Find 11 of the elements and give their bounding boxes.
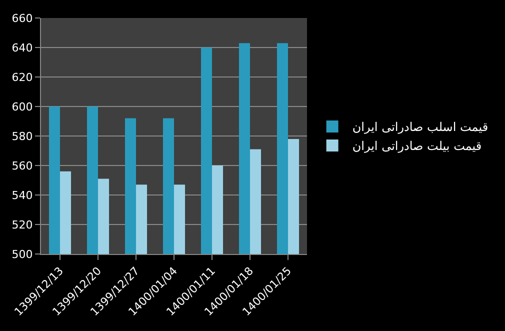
y-tick-label: 600 [12, 100, 33, 114]
y-tick-label: 580 [12, 130, 33, 143]
legend-label: قیمت بیلت صادراتی ایران [352, 139, 482, 154]
legend-label: قیمت اسلب صادراتی ایران [352, 120, 488, 134]
y-tick-label: 640 [12, 41, 33, 54]
y-tick-label: 620 [12, 70, 33, 84]
y-tick-label: 540 [12, 188, 33, 202]
y-tick-label: 660 [12, 12, 33, 25]
y-tick-label: 520 [12, 218, 33, 232]
y-tick-label: 560 [12, 159, 33, 172]
y-tick-label: 500 [12, 248, 33, 261]
